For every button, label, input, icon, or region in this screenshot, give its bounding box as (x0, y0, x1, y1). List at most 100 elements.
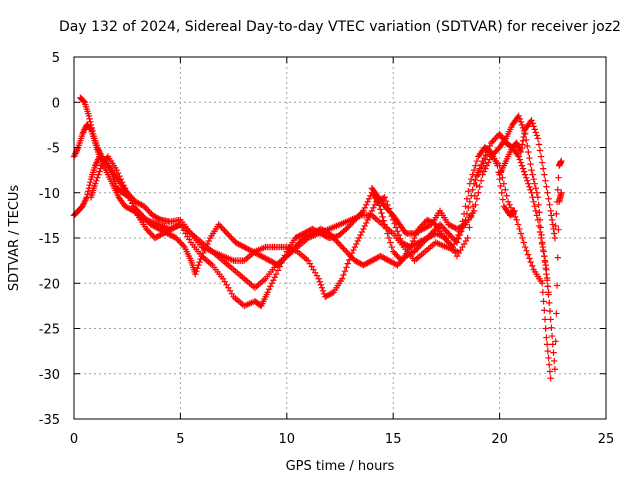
data-point (338, 243, 346, 251)
data-point (473, 195, 481, 202)
data-point (512, 213, 519, 221)
data-point (357, 260, 364, 267)
data-point (93, 159, 100, 166)
data-point (555, 174, 562, 181)
data-point (126, 194, 133, 201)
data-point (466, 224, 473, 231)
data-point (309, 230, 316, 237)
data-point (378, 209, 385, 217)
y-tick-label: -35 (39, 413, 60, 428)
data-point (547, 207, 554, 215)
data-point (205, 237, 212, 245)
data-point (518, 145, 525, 152)
data-point (144, 218, 151, 225)
data-point (415, 228, 422, 235)
data-point (216, 222, 224, 230)
data-point (353, 240, 360, 248)
data-point (319, 287, 327, 294)
data-point (219, 225, 227, 233)
data-point (424, 216, 431, 224)
data-point (550, 349, 557, 356)
data-point (526, 255, 533, 262)
data-point (529, 171, 536, 178)
data-point (353, 258, 360, 265)
data-point (313, 228, 320, 235)
data-point (371, 255, 378, 263)
data-point (127, 197, 134, 204)
data-point (292, 243, 299, 251)
data-point (304, 232, 312, 239)
data-point (161, 228, 168, 236)
data-point (80, 200, 88, 207)
data-point (390, 248, 397, 255)
data-point (355, 234, 363, 242)
data-point (531, 203, 538, 210)
data-point (487, 139, 495, 147)
data-point (318, 284, 326, 291)
data-point (311, 228, 319, 236)
data-point (411, 230, 418, 237)
y-tick-label: -5 (47, 142, 60, 157)
data-point (124, 204, 132, 212)
data-point (424, 223, 431, 230)
data-point (344, 224, 352, 231)
data-point (506, 201, 513, 209)
data-point (412, 240, 420, 248)
data-point (226, 233, 234, 240)
data-point (538, 159, 546, 166)
data-point (331, 236, 339, 243)
data-point (174, 236, 181, 243)
data-point (445, 221, 452, 228)
data-point (523, 174, 530, 181)
data-point (521, 129, 528, 137)
data-point (126, 205, 133, 212)
data-point (541, 171, 548, 178)
data-point (141, 203, 148, 210)
data-point (293, 234, 300, 241)
data-point (280, 255, 288, 263)
data-point (408, 249, 415, 257)
data-point (545, 291, 552, 298)
data-point (395, 254, 403, 261)
data-point (472, 176, 479, 184)
data-point (143, 225, 150, 233)
data-point (282, 254, 289, 261)
data-point (541, 307, 548, 314)
data-point (536, 209, 543, 216)
data-point (133, 206, 140, 213)
data-point (387, 258, 394, 265)
data-point (258, 252, 265, 260)
data-point (388, 258, 395, 266)
data-point (272, 271, 280, 278)
data-point (297, 237, 305, 245)
data-point (516, 115, 524, 123)
data-point (195, 261, 202, 269)
data-point (92, 160, 100, 168)
data-point (531, 126, 538, 133)
data-point (130, 203, 137, 210)
data-point (151, 234, 159, 242)
data-point (377, 252, 384, 260)
data-point (499, 196, 506, 203)
data-point (487, 153, 495, 160)
data-point (412, 229, 420, 236)
data-point (193, 267, 200, 275)
axes: 0 5 10 15 20 25 5 0 -5 -10 -15 -20 -25 -30 -35 (39, 51, 615, 447)
data-point (524, 251, 532, 258)
data-point (381, 255, 388, 262)
data-point (89, 127, 96, 135)
data-point (449, 234, 456, 242)
data-point (414, 228, 421, 236)
data-point (283, 252, 290, 260)
data-point (148, 231, 156, 239)
data-point (436, 221, 444, 228)
data-point (147, 230, 154, 237)
data-point (407, 243, 414, 251)
data-point (470, 207, 478, 215)
data-point (336, 240, 343, 248)
data-point (469, 171, 476, 178)
data-point (392, 251, 400, 258)
data-point (477, 161, 485, 169)
data-point (262, 255, 269, 262)
